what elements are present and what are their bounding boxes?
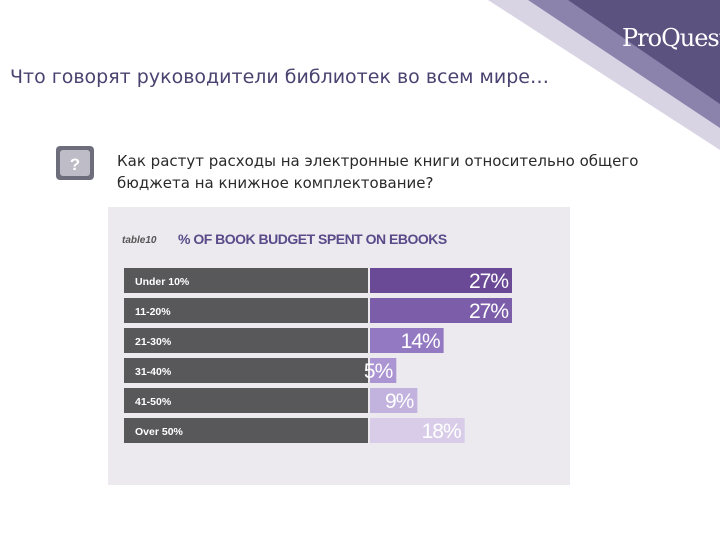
value-label: 27% [469,300,508,323]
category-label-bar [124,328,368,353]
category-label: Over 50% [135,426,184,438]
question-mark: ? [70,155,80,174]
category-label: Under 10% [135,276,190,288]
value-label: 27% [469,270,508,293]
chart-title: % OF BOOK BUDGET SPENT ON EBOOKS [178,231,447,247]
value-bar [370,328,444,353]
category-label: 21-30% [135,336,172,348]
category-label-bar [124,388,368,413]
category-label: 31-40% [135,366,172,378]
value-bar [370,388,418,413]
value-bar [370,358,397,383]
question-badge-icon: ? [56,146,94,180]
category-label-bar [124,418,368,443]
category-label-bar [124,358,368,383]
table-label: table10 [122,235,157,246]
value-label: 18% [422,420,461,443]
value-label: 9% [385,390,414,413]
value-bar [370,268,512,293]
category-label: 41-50% [135,396,172,408]
question-text: Как растут расходы на электронные книги … [117,152,639,192]
ebook-budget-chart: table10 % OF BOOK BUDGET SPENT ON EBOOKS… [122,231,512,443]
category-label-bar [124,268,368,293]
value-bar [370,418,465,443]
category-label-bar [124,298,368,323]
slide-title: Что говорят руководители библиотек во вс… [10,66,549,88]
value-label: 5% [364,360,393,383]
corner-decoration [488,0,720,150]
proquest-logo: ProQuest [622,24,720,52]
category-label: 11-20% [135,306,171,318]
value-bar [370,298,512,323]
bars-group: Under 10% 27% 11-20% 27% 21-30% 14% 31-40% 5% 41… [124,268,512,443]
value-label: 14% [401,330,440,353]
chart-panel: table10 % OF BOOK BUDGET SPENT ON EBOOKS… [108,207,570,485]
